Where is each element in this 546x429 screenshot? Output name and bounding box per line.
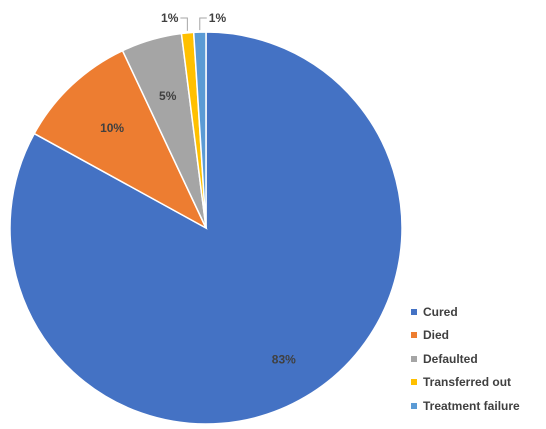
legend-swatch-died — [411, 332, 417, 339]
legend-label-transferred-out: Transferred out — [423, 375, 512, 390]
legend-swatch-transferred-out — [411, 379, 417, 386]
legend-swatch-defaulted — [411, 355, 417, 362]
slice-label-defaulted: 5% — [159, 89, 177, 103]
legend-label-defaulted: Defaulted — [423, 351, 478, 366]
legend-item-died: Died — [411, 324, 520, 348]
chart-legend: Cured Died Defaulted Transferred out Treatme… — [411, 300, 520, 418]
slice-label-cured: 83% — [272, 353, 296, 367]
slice-label-treatment-failure: 1% — [209, 11, 227, 25]
legend-label-cured: Cured — [423, 304, 458, 319]
legend-label-treatment-failure: Treatment failure — [423, 398, 520, 413]
slice-label-died: 10% — [100, 121, 124, 135]
pie-slice-died — [33, 49, 208, 230]
slice-label-transferred-out: 1% — [161, 11, 179, 25]
legend-label-died: Died — [423, 328, 450, 343]
leader-line-treatment-failure — [199, 17, 207, 31]
leader-line-transferred-out — [180, 17, 188, 31]
legend-swatch-cured — [411, 308, 417, 315]
pie-slice-treatment-failure — [192, 31, 207, 229]
legend-item-cured: Cured — [411, 300, 520, 324]
legend-item-treatment-failure: Treatment failure — [411, 394, 520, 418]
legend-swatch-treatment-failure — [411, 402, 417, 409]
legend-item-defaulted: Defaulted — [411, 347, 520, 371]
legend-item-transferred-out: Transferred out — [411, 371, 520, 395]
